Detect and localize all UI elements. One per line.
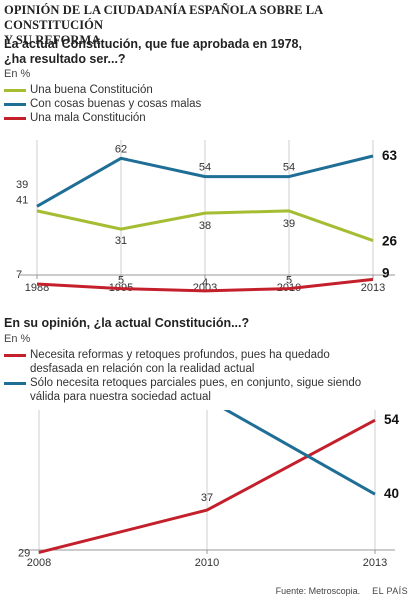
chart1-legend: Una buena Constitución Con cosas buenas …: [4, 83, 201, 125]
x-tick-label: 2013: [361, 282, 385, 294]
x-tick-label: 2013: [363, 557, 387, 569]
source-line: Fuente: Metroscopia. EL PAÍS: [275, 586, 408, 596]
legend-item-mala: Una mala Constitución: [4, 111, 201, 125]
legend-item-cosas: Con cosas buenas y cosas malas: [4, 97, 201, 111]
data-label: 39: [283, 218, 295, 230]
series-line-1: [223, 410, 376, 496]
data-label: 26: [382, 234, 398, 249]
chart2-legend: Necesita reformas y retoques profundos, …: [4, 348, 361, 404]
chart-title: OPINIÓN DE LA CIUDADANÍA ESPAÑOLA SOBRE …: [4, 3, 323, 47]
legend-swatch: [4, 382, 26, 385]
data-label: 31: [115, 235, 127, 247]
chart2-plot: 200820102013293754595840: [18, 410, 400, 569]
data-label: 37: [201, 492, 213, 504]
chart1-question: La actual Constitución, que fue aprobada…: [4, 37, 302, 66]
data-label: 5: [118, 275, 124, 287]
series-line-1: [36, 154, 374, 208]
data-label: 9: [382, 265, 390, 280]
data-label: 39: [16, 179, 28, 191]
data-label: 63: [382, 148, 398, 163]
data-label: 4: [202, 277, 208, 289]
chart2-unit: En %: [4, 333, 31, 345]
data-label: 41: [16, 194, 28, 206]
legend-item-retoques-parciales: Sólo necesita retoques parciales pues, e…: [4, 376, 361, 404]
chart2-question: En su opinión, ¿la actual Constitución..…: [4, 316, 250, 330]
x-tick-label: 2010: [195, 557, 219, 569]
legend-swatch: [4, 89, 26, 92]
series-line-0: [36, 209, 374, 243]
data-label: 38: [199, 220, 211, 232]
legend-item-necesita-reformas: Necesita reformas y retoques profundos, …: [4, 348, 361, 376]
series-line-2: [36, 277, 374, 293]
series-line-0: [38, 418, 376, 554]
chart1-unit: En %: [4, 68, 31, 80]
data-label: 7: [16, 269, 22, 281]
x-tick-label: 2008: [27, 557, 51, 569]
legend-swatch: [4, 117, 26, 120]
legend-swatch: [4, 354, 26, 357]
data-label: 40: [384, 486, 399, 501]
data-label: 54: [384, 412, 400, 427]
legend-swatch: [4, 103, 26, 106]
data-label: 29: [18, 547, 30, 559]
data-label: 54: [199, 162, 211, 174]
data-label: 5: [286, 275, 292, 287]
data-label: 62: [115, 143, 127, 155]
data-label: 54: [283, 162, 295, 174]
legend-item-buena: Una buena Constitución: [4, 83, 201, 97]
